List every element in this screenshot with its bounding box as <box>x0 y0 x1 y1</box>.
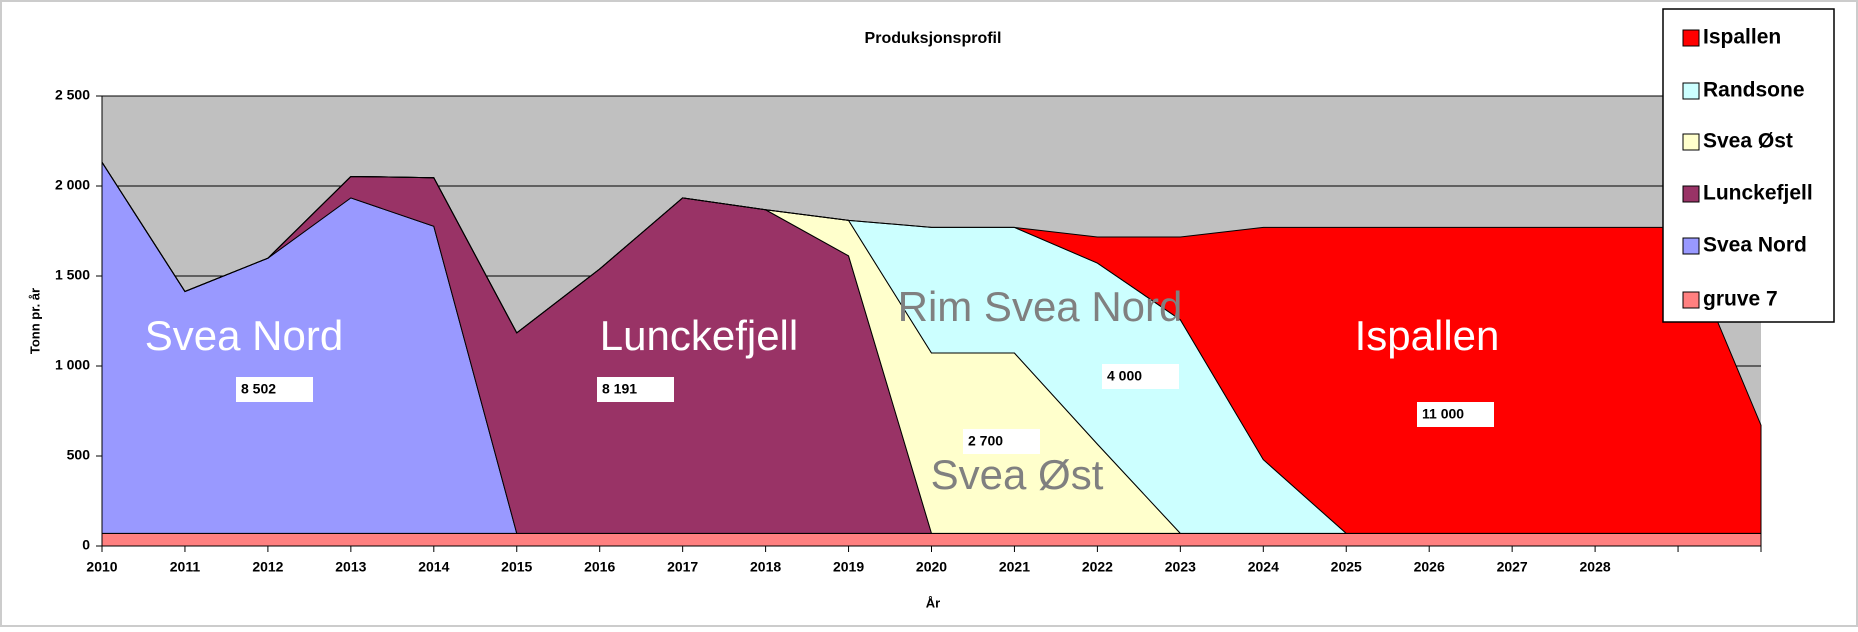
legend <box>1662 8 1835 323</box>
total-box <box>963 429 1040 454</box>
legend-swatch <box>1682 82 1700 100</box>
x-tick-label: 2013 <box>335 559 366 575</box>
legend-swatch <box>1682 133 1700 151</box>
legend-swatch <box>1682 185 1700 203</box>
legend-label: Ispallen <box>1703 26 1781 49</box>
legend-label: Svea Nord <box>1703 234 1807 257</box>
total-label: 8 502 <box>241 381 276 397</box>
x-tick-label: 2011 <box>170 559 201 575</box>
y-axis-label: Tonn pr. år <box>27 288 42 354</box>
x-tick-label: 2012 <box>252 559 283 575</box>
legend-label: gruve 7 <box>1703 288 1778 311</box>
y-tick-label: 1 500 <box>55 267 90 283</box>
x-tick-label: 2023 <box>1165 559 1196 575</box>
annotation: Rim Svea Nord <box>898 283 1183 330</box>
legend-label: Randsone <box>1703 79 1805 102</box>
y-tick-label: 0 <box>82 537 90 553</box>
total-box <box>236 377 313 402</box>
x-axis-label: År <box>926 595 940 610</box>
x-tick-label: 2025 <box>1331 559 1362 575</box>
y-tick-label: 500 <box>67 447 91 463</box>
total-label: 8 191 <box>602 381 637 397</box>
annotation: Svea Nord <box>145 312 343 359</box>
area <box>101 161 1762 534</box>
x-tick-label: 2019 <box>833 559 864 575</box>
x-tick-label: 2024 <box>1248 559 1279 575</box>
chart-title: Produksjonsprofil <box>865 30 1002 47</box>
x-tick-label: 2020 <box>916 559 947 575</box>
annotation: Ispallen <box>1355 312 1500 359</box>
legend-swatch <box>1682 237 1700 255</box>
x-tick-label: 2027 <box>1497 559 1528 575</box>
y-tick-label: 2 000 <box>55 177 90 193</box>
total-box <box>1417 402 1494 427</box>
x-tick-label: 2022 <box>1082 559 1113 575</box>
x-tick-label: 2014 <box>418 559 449 575</box>
x-tick-label: 2016 <box>584 559 615 575</box>
x-tick-label: 2026 <box>1414 559 1445 575</box>
annotation: Svea Øst <box>931 451 1104 498</box>
legend-label: Lunckefjell <box>1703 182 1813 205</box>
legend-swatch <box>1682 291 1700 309</box>
y-tick-label: 1 000 <box>55 357 90 373</box>
x-tick-label: 2018 <box>750 559 781 575</box>
annotation: Lunckefjell <box>600 312 798 359</box>
area <box>101 532 1762 547</box>
total-label: 2 700 <box>968 433 1003 449</box>
x-tick-label: 2010 <box>86 559 117 575</box>
total-box <box>597 377 674 402</box>
legend-label: Svea Øst <box>1703 130 1793 153</box>
x-tick-label: 2021 <box>999 559 1030 575</box>
x-tick-label: 2015 <box>501 559 532 575</box>
legend-swatch <box>1682 29 1700 47</box>
x-tick-label: 2017 <box>667 559 698 575</box>
x-tick-label: 2028 <box>1580 559 1611 575</box>
total-box <box>1102 364 1179 389</box>
y-tick-label: 2 500 <box>55 87 90 103</box>
total-label: 4 000 <box>1107 368 1142 384</box>
total-label: 11 000 <box>1422 406 1464 422</box>
